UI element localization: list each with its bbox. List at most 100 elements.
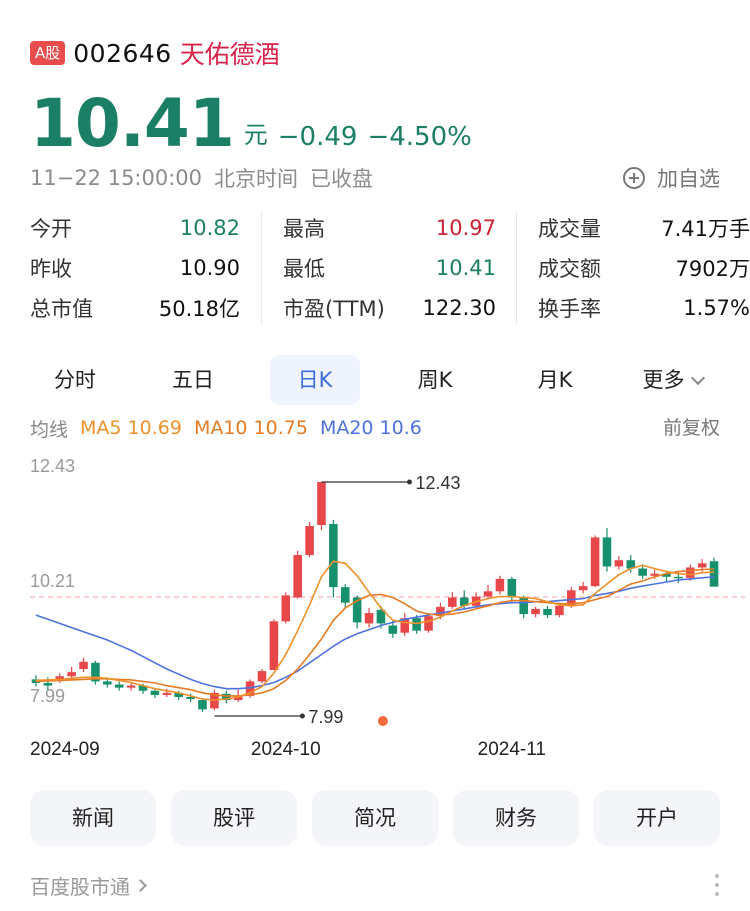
- news-button[interactable]: 新闻: [30, 790, 156, 846]
- stat-row: 换手率 1.57%: [538, 288, 750, 328]
- event-marker-dot: [377, 716, 388, 726]
- overview-button[interactable]: 简况: [312, 790, 438, 846]
- max-annotation-dot: [406, 479, 412, 485]
- candle-body: [103, 681, 112, 685]
- candle-body: [114, 684, 124, 688]
- ma5-value: MA5 10.69: [80, 417, 182, 439]
- stat-row: 成交额 7902万: [538, 248, 750, 288]
- candle-body: [174, 692, 183, 697]
- comments-button[interactable]: 股评: [171, 790, 297, 846]
- stat-label: 昨收: [30, 257, 72, 281]
- stat-row: 最低 10.41: [283, 248, 496, 288]
- current-price: 10.41: [30, 85, 235, 162]
- candle-body: [150, 690, 160, 695]
- candle-body: [412, 618, 421, 631]
- candle-body: [614, 560, 624, 567]
- candle-body: [662, 573, 671, 577]
- add-watchlist-label: 加自选: [657, 167, 720, 191]
- ma-label: 均线: [30, 418, 69, 441]
- price-adjust-toggle[interactable]: 前复权: [662, 417, 720, 439]
- candle-body: [448, 597, 457, 607]
- bottom-action-buttons: 新闻 股评 简况 财务 开户: [30, 790, 720, 846]
- candle-body: [602, 537, 612, 567]
- min-annotation-dot: [299, 713, 305, 719]
- candle-body: [126, 685, 136, 688]
- stats-grid: 今开 10.82 昨收 10.90 总市值 50.18亿 最高 10.97 最低 10.4…: [30, 208, 750, 328]
- candle-body: [531, 608, 540, 615]
- stat-label: 市盈(TTM): [283, 297, 385, 321]
- more-dots-icon[interactable]: [714, 874, 720, 896]
- stat-value: 10.97: [435, 216, 496, 240]
- stat-label: 最高: [283, 217, 325, 241]
- stat-value: 1.57%: [683, 296, 750, 320]
- candle-body: [162, 692, 172, 695]
- candle-body: [590, 537, 600, 587]
- candle-body: [340, 587, 350, 603]
- min-annotation-label: 7.99: [308, 707, 343, 727]
- y-tick-label: 7.99: [30, 686, 65, 706]
- source-link[interactable]: 百度股市通: [30, 874, 130, 899]
- market-badge: A股: [30, 41, 66, 65]
- kline-chart[interactable]: 12.43 10.21 7.99 12.43 7.99 2024-09 2024-10 202…: [0, 450, 750, 770]
- stat-value: 10.90: [179, 256, 240, 280]
- candle-body: [233, 695, 243, 701]
- stock-code: 002646: [73, 38, 172, 68]
- chevron-down-icon: [690, 370, 705, 386]
- quote-timezone: 北京时间: [214, 167, 299, 191]
- tab-five-day[interactable]: 五日: [172, 368, 214, 392]
- candle-body: [650, 573, 659, 576]
- open-account-button[interactable]: 开户: [594, 790, 720, 846]
- x-tick-label: 2024-11: [478, 739, 546, 760]
- chevron-right-icon: [134, 878, 147, 892]
- stock-name[interactable]: 天佑德酒: [179, 40, 280, 69]
- candle-body: [388, 625, 398, 634]
- ma20-line: [35, 576, 715, 690]
- chart-period-tabs: 分时 五日 日K 周K 月K 更多: [30, 355, 720, 405]
- stat-value: 7.41万手: [661, 217, 750, 241]
- candle-body: [269, 621, 279, 671]
- y-tick-label: 12.43: [30, 456, 75, 476]
- candle-body: [293, 555, 302, 598]
- candle-body: [626, 560, 636, 569]
- candle-body: [709, 561, 719, 587]
- stat-value: 7902万: [675, 257, 750, 281]
- stats-column-2: 最高 10.97 最低 10.41 市盈(TTM) 122.30: [283, 208, 496, 328]
- candle-body: [198, 700, 207, 710]
- candle-body: [91, 662, 100, 682]
- ma10-line: [35, 568, 715, 697]
- stats-column-3: 成交量 7.41万手 成交额 7902万 换手率 1.57%: [538, 208, 750, 328]
- stat-row: 总市值 50.18亿: [30, 288, 240, 328]
- finance-button[interactable]: 财务: [453, 790, 579, 846]
- time-row: 11−22 15:00:00 北京时间 已收盘 加自选: [30, 162, 720, 194]
- stats-column-1: 今开 10.82 昨收 10.90 总市值 50.18亿: [30, 208, 240, 328]
- x-tick-label: 2024-09: [30, 739, 100, 760]
- stock-title: A股 002646 天佑德酒: [30, 36, 280, 70]
- tab-intraday[interactable]: 分时: [54, 368, 96, 392]
- tab-more[interactable]: 更多: [625, 355, 720, 405]
- stat-value: 122.30: [422, 296, 496, 320]
- candle-body: [436, 606, 445, 617]
- add-watchlist-button[interactable]: 加自选: [623, 162, 720, 194]
- stats-divider: [261, 212, 262, 324]
- ma5-line: [35, 560, 715, 701]
- stat-label: 今开: [30, 217, 72, 241]
- candle-body: [697, 563, 707, 568]
- tab-more-label: 更多: [642, 368, 685, 392]
- tab-monthly-k[interactable]: 月K: [537, 368, 573, 392]
- footer: 百度股市通: [30, 870, 720, 900]
- tab-weekly-k[interactable]: 周K: [417, 368, 453, 392]
- candle-body: [376, 609, 386, 624]
- ma-legend: 均线 MA5 10.69 MA10 10.75 MA20 10.6 前复权: [30, 414, 720, 442]
- candle-body: [138, 685, 148, 691]
- candle-body: [674, 576, 683, 579]
- candle-body: [507, 578, 517, 598]
- candle-body: [329, 523, 338, 588]
- stat-row: 成交量 7.41万手: [538, 208, 750, 248]
- candle-body: [459, 597, 469, 606]
- candle-body: [638, 568, 647, 576]
- candle-body: [567, 590, 576, 606]
- stat-label: 成交量: [538, 217, 601, 241]
- price-change: −0.49: [277, 122, 358, 152]
- price-unit: 元: [243, 121, 268, 149]
- tab-daily-k[interactable]: 日K: [270, 355, 360, 405]
